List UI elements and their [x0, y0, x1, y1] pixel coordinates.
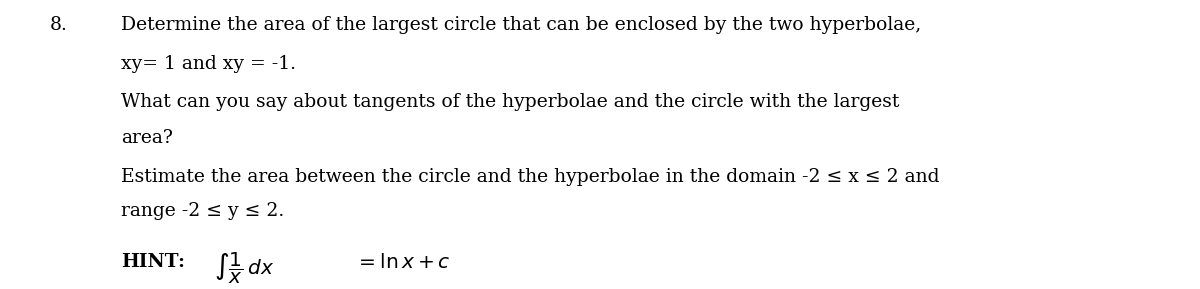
Text: HINT:: HINT:	[121, 253, 185, 271]
Text: Estimate the area between the circle and the hyperbolae in the domain -2 ≤ x ≤ 2: Estimate the area between the circle and…	[121, 168, 940, 186]
Text: What can you say about tangents of the hyperbolae and the circle with the larges: What can you say about tangents of the h…	[121, 93, 900, 111]
Text: area?: area?	[121, 129, 173, 147]
Text: xy= 1 and xy = -1.: xy= 1 and xy = -1.	[121, 55, 296, 73]
Text: Determine the area of the largest circle that can be enclosed by the two hyperbo: Determine the area of the largest circle…	[121, 16, 922, 34]
Text: range -2 ≤ y ≤ 2.: range -2 ≤ y ≤ 2.	[121, 202, 284, 220]
Text: 8.: 8.	[49, 16, 67, 34]
Text: $\int \dfrac{1}{x}\, dx$: $\int \dfrac{1}{x}\, dx$	[215, 251, 275, 286]
Text: $= \ln x + c$: $= \ln x + c$	[354, 253, 450, 272]
